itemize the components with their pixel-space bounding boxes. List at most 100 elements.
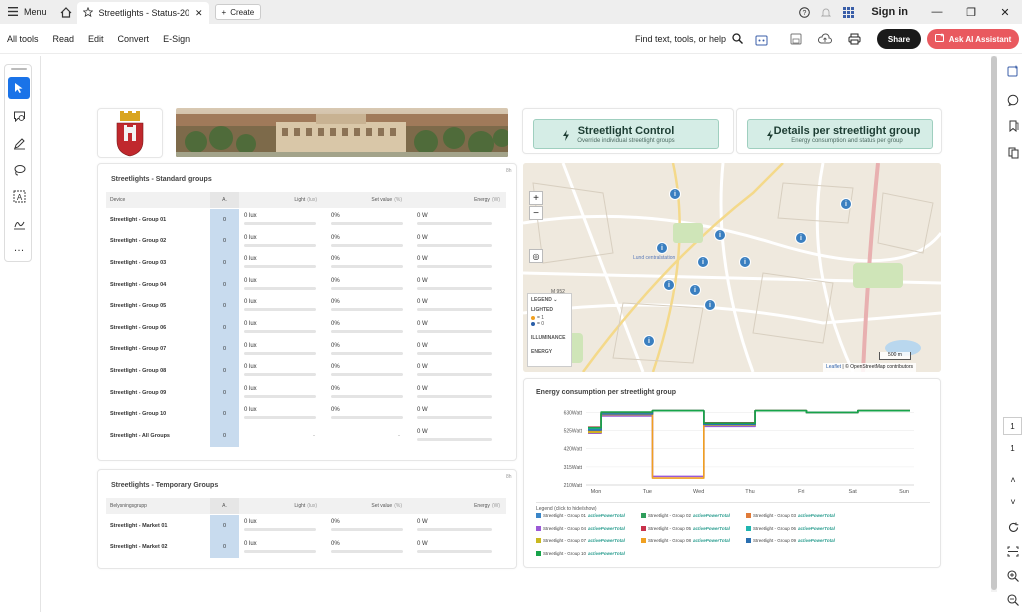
sign-icon[interactable]: [8, 212, 30, 234]
home-icon[interactable]: [55, 0, 77, 24]
more-tools-icon[interactable]: …: [13, 242, 25, 254]
vertical-scrollbar[interactable]: [991, 56, 997, 592]
ai-summary-icon[interactable]: [1005, 63, 1021, 79]
series-line[interactable]: [588, 409, 910, 479]
zoom-in-button[interactable]: +: [529, 191, 543, 205]
sign-in-button[interactable]: Sign in: [871, 6, 908, 18]
streetlight-marker[interactable]: i: [656, 242, 668, 254]
menu-convert[interactable]: Convert: [117, 33, 150, 44]
streetlight-control-button[interactable]: Streetlight Control Override individual …: [533, 119, 719, 149]
legend-entry[interactable]: Streetlight - Group 09 activePowerTotal: [746, 538, 835, 543]
comment-icon[interactable]: [8, 105, 30, 127]
star-icon[interactable]: [82, 6, 93, 19]
col-header-a[interactable]: A.: [210, 192, 239, 208]
menu-button[interactable]: Menu: [0, 0, 55, 24]
menu-all-tools[interactable]: All tools: [7, 33, 39, 44]
zoom-out-button[interactable]: −: [529, 206, 543, 220]
table-row[interactable]: Streetlight - Group 03 0 0 lux 0% 0 W: [106, 252, 506, 274]
streetlight-map[interactable]: Lund centralstation M 952 + − ◎ i i i i …: [523, 163, 941, 372]
print-icon[interactable]: [846, 31, 862, 47]
legend-entry[interactable]: Streetlight - Group 06 activePowerTotal: [746, 525, 835, 531]
ask-ai-assistant-button[interactable]: Ask AI Assistant: [927, 29, 1019, 49]
menu-read[interactable]: Read: [52, 33, 75, 44]
osm-attribution[interactable]: | © OpenStreetMap contributors: [842, 364, 913, 370]
table-row[interactable]: Streetlight - Group 06 0 0 lux 0% 0 W: [106, 317, 506, 339]
table-row[interactable]: Streetlight - Group 05 0 0 lux 0% 0 W: [106, 295, 506, 317]
copy-pages-icon[interactable]: [1005, 145, 1021, 161]
refresh-icon[interactable]: [1005, 519, 1021, 535]
legend-entry[interactable]: Streetlight - Group 05 activePowerTotal: [641, 525, 730, 531]
streetlight-marker[interactable]: i: [697, 256, 709, 268]
close-tab-icon[interactable]: ✕: [194, 7, 203, 18]
legend-entry[interactable]: Streetlight - Group 08 activePowerTotal: [641, 538, 730, 543]
streetlight-marker[interactable]: i: [840, 198, 852, 210]
table-row[interactable]: Streetlight - Group 02 0 0 lux 0% 0 W: [106, 230, 506, 253]
table-row[interactable]: Streetlight - Group 04 0 0 lux 0% 0 W: [106, 273, 506, 296]
table-row[interactable]: Streetlight - Group 10 0 0 lux 0% 0 W: [106, 403, 506, 425]
legend-entry[interactable]: Streetlight - Group 04 activePowerTotal: [536, 525, 625, 531]
col-header-set-value[interactable]: Set value (%): [325, 498, 410, 514]
leaflet-link[interactable]: Leaflet: [826, 364, 842, 370]
map-legend[interactable]: LEGEND ⌄ LIGHTED = 1 = 0 ILLUMINANCE ENE…: [527, 293, 572, 367]
rail-grip[interactable]: [11, 68, 27, 70]
select-cursor-icon[interactable]: [8, 77, 30, 99]
col-header-light[interactable]: Light (lux): [239, 498, 325, 514]
legend-collapse-icon[interactable]: ⌄: [553, 297, 558, 303]
pen-icon[interactable]: [8, 132, 30, 154]
col-header-energy[interactable]: Energy (W): [410, 498, 506, 514]
table-row[interactable]: Streetlight - Group 07 0 0 lux 0% 0 W: [106, 338, 506, 361]
chevron-up-icon[interactable]: ˄: [1010, 475, 1016, 485]
page-number-input[interactable]: 1: [1003, 417, 1022, 435]
find-search-box[interactable]: Find text, tools, or help: [635, 24, 744, 54]
legend-entry[interactable]: Streetlight - Group 07 activePowerTotal: [536, 538, 625, 543]
help-icon[interactable]: ?: [793, 0, 815, 24]
col-header-energy[interactable]: Energy (W): [410, 192, 506, 208]
table-row[interactable]: Streetlight - All Groups 0 - - 0 W: [106, 425, 506, 447]
col-header-light[interactable]: Light (lux): [239, 192, 325, 208]
scan-icon[interactable]: [1005, 543, 1021, 559]
create-button[interactable]: + Create: [214, 4, 262, 20]
legend-entry[interactable]: Streetlight - Group 02 activePowerTotal: [641, 513, 730, 518]
legend-entry[interactable]: Streetlight - Group 10 activePowerTotal: [536, 550, 625, 556]
zoom-out-icon[interactable]: [1005, 592, 1021, 608]
legend-entry[interactable]: Streetlight - Group 01 activePowerTotal: [536, 513, 625, 518]
menu-edit[interactable]: Edit: [88, 33, 104, 44]
series-line[interactable]: [588, 409, 910, 431]
minimize-icon[interactable]: —: [931, 6, 943, 18]
table-row[interactable]: Streetlight - Group 01 0 0 lux 0% 0 W: [106, 209, 506, 231]
lasso-icon[interactable]: [8, 159, 30, 181]
streetlight-marker[interactable]: i: [739, 256, 751, 268]
table-row[interactable]: Streetlight - Group 08 0 0 lux 0% 0 W: [106, 360, 506, 382]
series-line[interactable]: [588, 409, 910, 429]
streetlight-marker[interactable]: i: [704, 299, 716, 311]
table-row[interactable]: Streetlight - Group 09 0 0 lux 0% 0 W: [106, 381, 506, 404]
table-row[interactable]: Streetlight - Market 02 0 0 lux 0% 0 W: [106, 536, 506, 559]
locate-icon[interactable]: ◎: [529, 249, 543, 263]
table-row[interactable]: Streetlight - Market 01 0 0 lux 0% 0 W: [106, 515, 506, 537]
text-box-icon[interactable]: A: [8, 185, 30, 207]
save-icon[interactable]: [788, 31, 804, 47]
streetlight-marker[interactable]: i: [795, 232, 807, 244]
streetlight-marker[interactable]: i: [643, 335, 655, 347]
comments-panel-icon[interactable]: [1005, 92, 1021, 108]
bookmark-icon[interactable]: [1005, 118, 1021, 134]
streetlight-marker[interactable]: i: [669, 188, 681, 200]
apps-grid-icon[interactable]: [837, 0, 859, 24]
share-button[interactable]: Share: [877, 29, 921, 49]
close-window-icon[interactable]: ✕: [1000, 6, 1010, 19]
restore-icon[interactable]: ❐: [966, 6, 976, 19]
ai-tools-icon[interactable]: [753, 31, 769, 47]
zoom-in-icon[interactable]: [1005, 568, 1021, 584]
cloud-upload-icon[interactable]: [817, 31, 833, 47]
legend-entry[interactable]: Streetlight - Group 03 activePowerTotal: [746, 513, 835, 518]
series-line[interactable]: [588, 409, 910, 478]
col-header-a[interactable]: A.: [210, 498, 239, 514]
chevron-down-icon[interactable]: ˅: [1010, 497, 1016, 507]
streetlight-marker[interactable]: i: [714, 229, 726, 241]
scrollbar-thumb[interactable]: [991, 56, 997, 590]
details-per-group-button[interactable]: Details per streetlight group Energy con…: [747, 119, 933, 149]
streetlight-marker[interactable]: i: [689, 284, 701, 296]
document-tab[interactable]: Streetlights - Status-2026... ✕: [76, 2, 209, 24]
col-header-set-value[interactable]: Set value (%): [325, 192, 410, 208]
bell-icon[interactable]: [815, 0, 837, 24]
